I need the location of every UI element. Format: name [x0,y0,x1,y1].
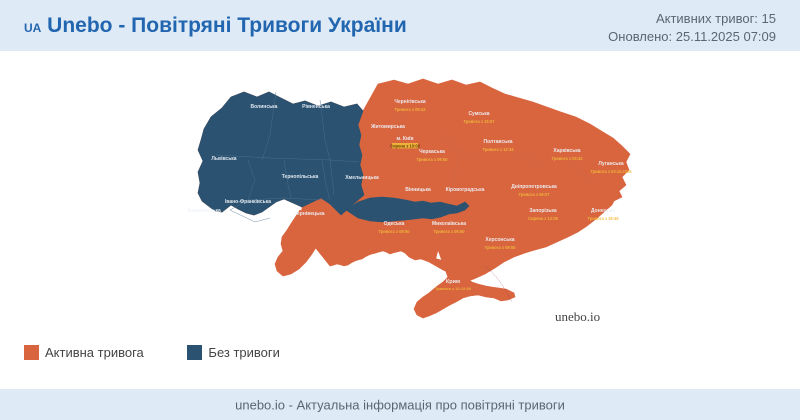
svg-text:Донецька: Донецька [591,208,615,214]
svg-text:м. Київ: м. Київ [396,136,413,142]
svg-text:Тривога з 09:50: Тривога з 09:50 [484,245,516,250]
svg-text:Тривога з 19:45: Тривога з 19:45 [587,216,619,221]
svg-text:Харківська: Харківська [553,148,580,154]
svg-text:Тривога з 03:42: Тривога з 03:42 [551,156,583,161]
svg-text:Миколаївська: Миколаївська [432,221,466,227]
svg-text:Запорізька: Запорізька [529,208,556,214]
svg-text:Тривога з 09:50: Тривога з 09:50 [378,229,410,234]
svg-text:Волинська: Волинська [251,104,278,110]
svg-text:Одеська: Одеська [384,221,405,227]
svg-text:Чернігівська: Чернігівська [394,99,426,105]
svg-text:Рівненська: Рівненська [302,104,330,110]
svg-text:Тривога з 09:42: Тривога з 09:42 [394,107,426,112]
svg-text:Тривога з 12:34: Тривога з 12:34 [482,147,514,152]
svg-text:Закарпатська: Закарпатська [187,208,221,214]
svg-text:Хмельницька: Хмельницька [345,175,379,181]
svg-text:Тривога з 12:12:00: Тривога з 12:12:00 [435,286,472,291]
svg-text:Кіровоградська: Кіровоградська [446,187,485,193]
svg-text:Вінницька: Вінницька [405,187,431,193]
svg-text:Дніпропетровська: Дніпропетровська [511,184,557,190]
svg-text:Черкаська: Черкаська [419,149,445,155]
svg-text:Житомирська: Житомирська [370,124,405,130]
svg-text:Тривога з 09:50: Тривога з 09:50 [433,229,465,234]
svg-text:Сумська: Сумська [468,111,489,117]
svg-text:Херсонська: Херсонська [485,237,514,243]
svg-text:Тривога з 09:50: Тривога з 09:50 [416,157,448,162]
svg-text:Луганська: Луганська [598,161,624,167]
svg-text:Тривога з 15:07: Тривога з 15:07 [463,119,495,124]
svg-text:Тернопільська: Тернопільська [282,174,319,180]
svg-text:Тривога з 06:07: Тривога з 06:07 [518,192,550,197]
svg-text:Чернівецька: Чернівецька [294,211,325,217]
svg-text:Сирена з 12:05: Сирена з 12:05 [528,216,559,221]
svg-text:Івано-Франківська: Івано-Франківська [225,199,271,205]
svg-text:Львівська: Львівська [211,156,236,162]
svg-text:Полтавська: Полтавська [483,139,512,145]
svg-text:Крим: Крим [446,279,460,285]
svg-text:Сирена з 10:02: Сирена з 10:02 [390,144,421,149]
svg-text:Тривога з 03.10.2025: Тривога з 03.10.2025 [590,169,632,174]
